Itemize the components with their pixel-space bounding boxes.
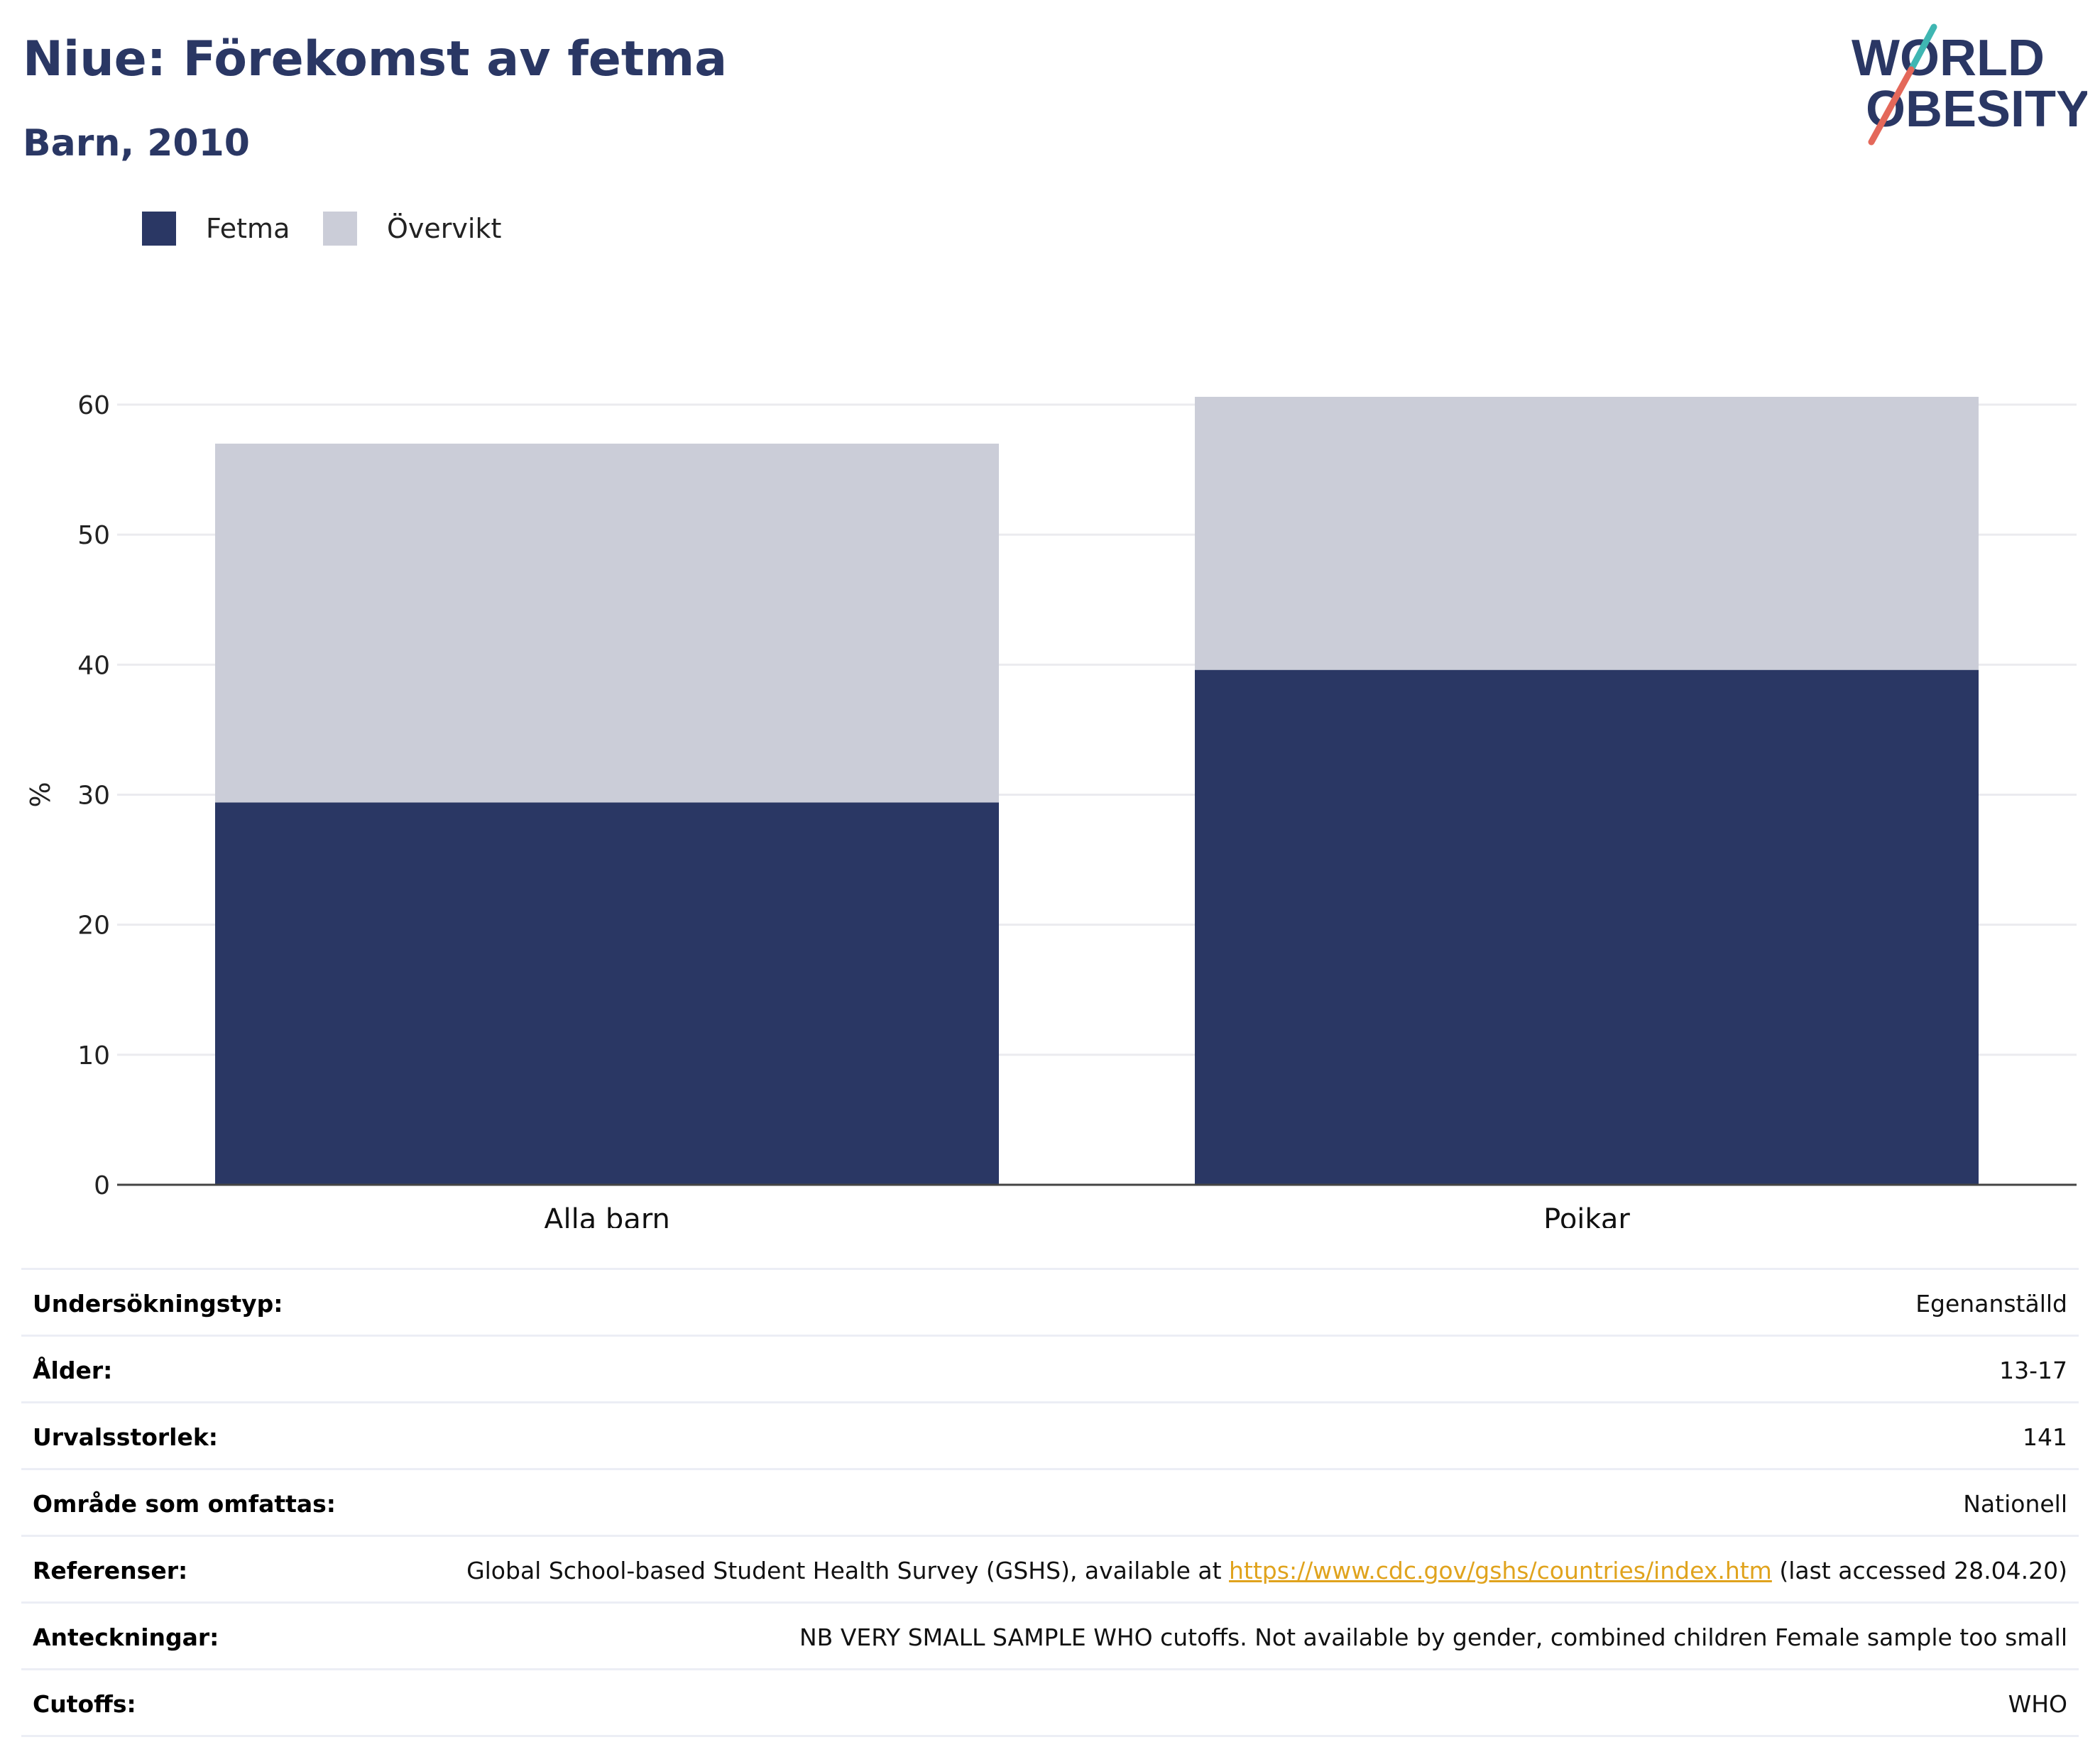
info-row-cutoffs: Cutoffs: WHO xyxy=(21,1668,2079,1737)
legend-swatch-overvikt xyxy=(323,212,357,246)
survey-info-table: Undersökningstyp: Egenanställd Ålder: 13… xyxy=(21,1268,2079,1737)
bar-overvikt-0 xyxy=(215,443,999,803)
info-row-references: Referenser: Global School-based Student … xyxy=(21,1535,2079,1601)
y-tick-label: 20 xyxy=(77,911,110,941)
y-tick-label: 0 xyxy=(94,1171,110,1200)
y-tick-label: 30 xyxy=(77,782,110,811)
x-tick-label: Pojkar xyxy=(1543,1203,1630,1228)
stacked-bar-chart: 0 10 20 30 40 50 60% Alla barn Pojkar xyxy=(25,391,2077,1228)
info-row-age: Ålder: 13-17 xyxy=(21,1335,2079,1401)
svg-text:WORLD: WORLD xyxy=(1852,30,2045,87)
y-tick-label: 40 xyxy=(77,651,110,680)
info-label: Urvalsstorlek: xyxy=(33,1423,219,1451)
info-value: WHO xyxy=(2008,1690,2067,1718)
bar-fetma-0 xyxy=(215,802,999,1185)
info-value: Egenanställd xyxy=(1915,1290,2067,1318)
world-obesity-logo: WORLD OBESITY xyxy=(1852,23,2087,146)
bar-fetma-1 xyxy=(1195,669,1979,1185)
info-label: Undersökningstyp: xyxy=(33,1290,283,1318)
reference-link[interactable]: https://www.cdc.gov/gshs/countries/index… xyxy=(1229,1557,1772,1584)
page-title: Niue: Förekomst av fetma xyxy=(23,31,728,87)
info-value: 13-17 xyxy=(1999,1357,2067,1384)
info-label: Område som omfattas: xyxy=(33,1490,337,1518)
reference-text: Global School-based Student Health Surve… xyxy=(466,1557,1230,1584)
info-row-notes: Anteckningar: NB VERY SMALL SAMPLE WHO c… xyxy=(21,1601,2079,1668)
bar-overvikt-1 xyxy=(1195,397,1979,670)
reference-text-after: (last accessed 28.04.20) xyxy=(1771,1557,2067,1584)
page-subtitle: Barn, 2010 xyxy=(23,122,250,165)
info-row-area: Område som omfattas: Nationell xyxy=(21,1468,2079,1535)
info-row-survey-type: Undersökningstyp: Egenanställd xyxy=(21,1268,2079,1335)
info-label: Referenser: xyxy=(33,1557,188,1584)
info-row-sample-size: Urvalsstorlek: 141 xyxy=(21,1401,2079,1468)
info-value: NB VERY SMALL SAMPLE WHO cutoffs. Not av… xyxy=(799,1623,2067,1651)
legend-swatch-fetma xyxy=(142,212,176,246)
info-value-references: Global School-based Student Health Surve… xyxy=(466,1555,2067,1586)
y-tick-label: 10 xyxy=(77,1041,110,1070)
info-label: Cutoffs: xyxy=(33,1690,136,1718)
info-label: Ålder: xyxy=(33,1357,113,1384)
y-axis-label: % xyxy=(25,782,56,807)
y-tick-label: 60 xyxy=(77,391,110,420)
info-value: Nationell xyxy=(1963,1490,2067,1518)
y-tick-label: 50 xyxy=(77,521,110,550)
legend-label-fetma: Fetma xyxy=(206,213,290,244)
info-label: Anteckningar: xyxy=(33,1623,219,1651)
x-tick-label: Alla barn xyxy=(544,1203,670,1228)
legend-label-overvikt: Övervikt xyxy=(387,213,502,244)
info-value: 141 xyxy=(2023,1423,2067,1451)
